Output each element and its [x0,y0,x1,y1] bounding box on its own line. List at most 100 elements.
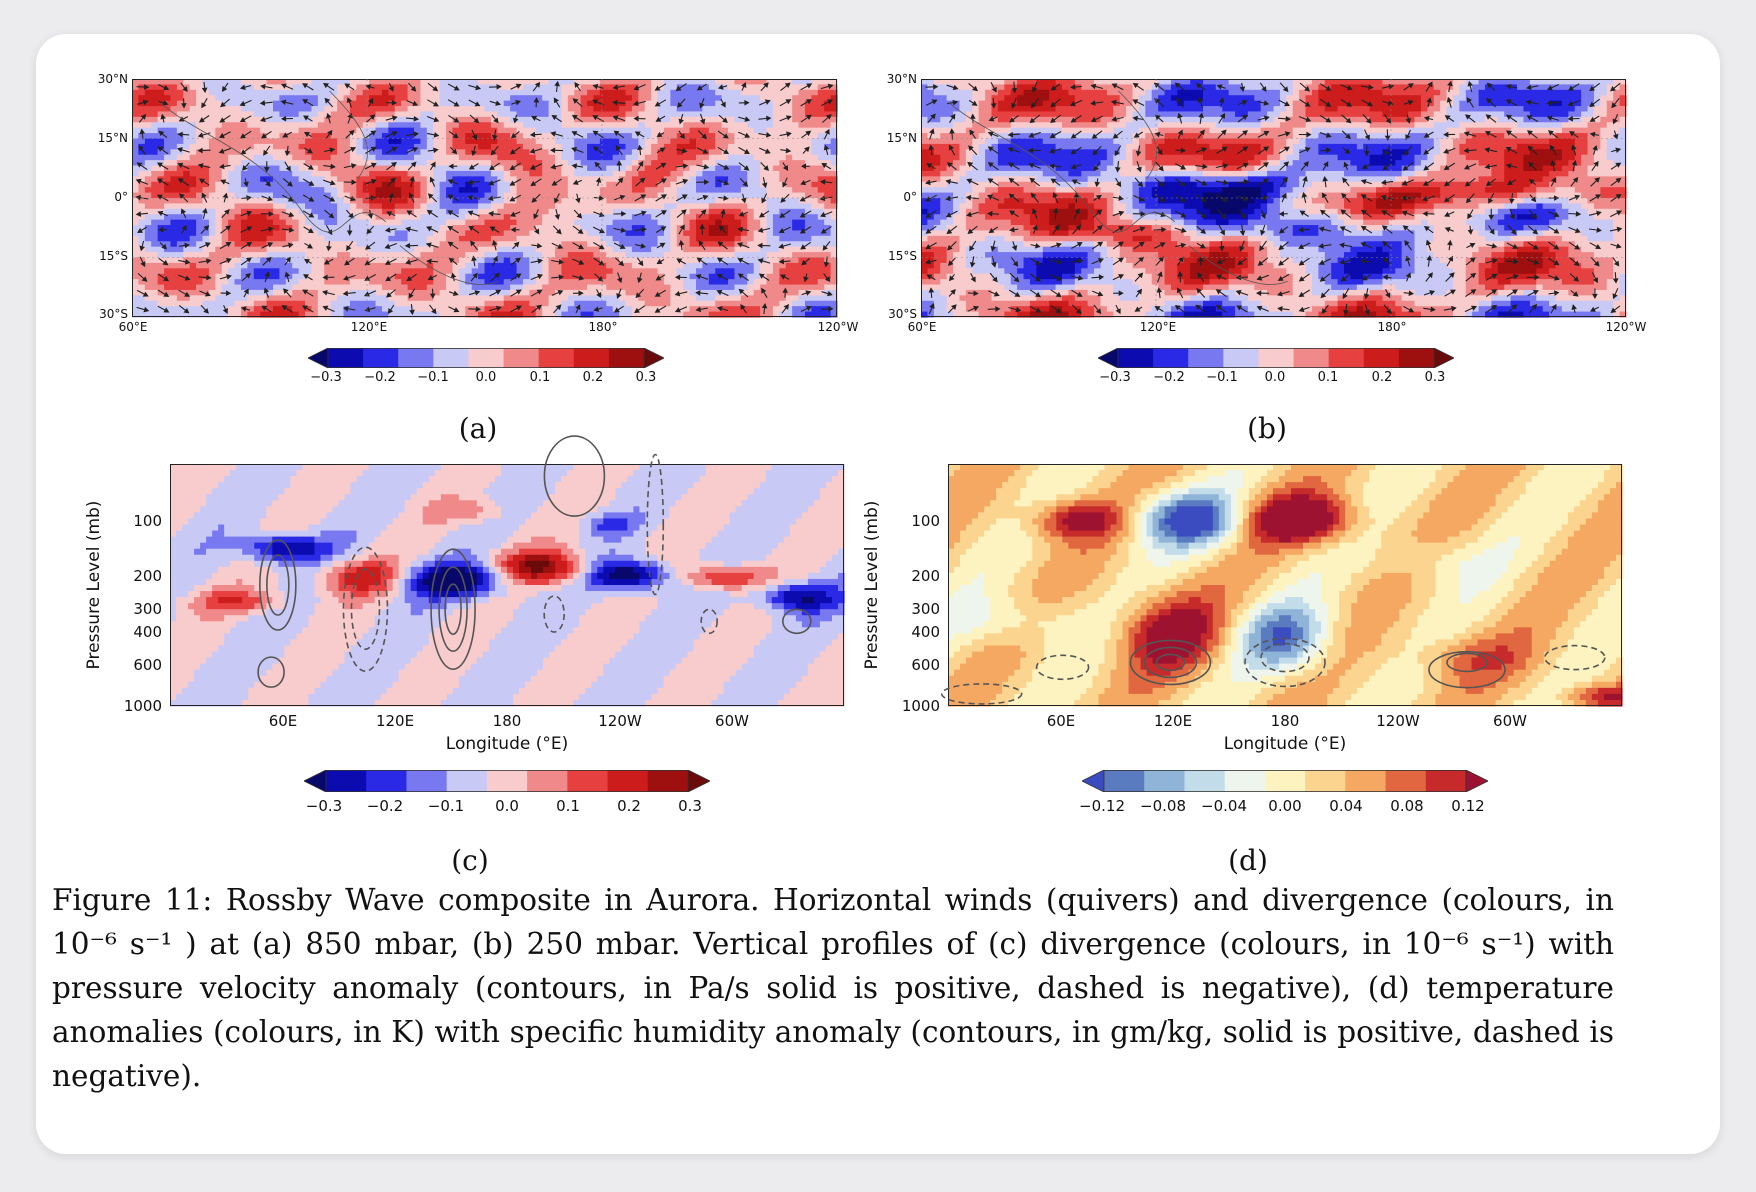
colorbar-bin [328,348,364,368]
y-tick: 600 [133,656,162,674]
y-axis-label: Pressure Level (mb) [84,501,104,670]
colorbar-bin [527,770,568,792]
lat-tick: 15°S [99,249,128,263]
colorbar-frame [325,770,689,792]
colorbar-bin [1104,770,1145,792]
colorbar-extend-max [1465,770,1488,792]
lat-tick: 30°N [98,72,128,86]
colorbar-d [1082,770,1488,792]
colorbar-bin [398,348,434,368]
colorbar-extend-max [687,770,710,792]
colorbar-bin [1258,348,1294,368]
colorbar-extend-max [643,348,664,368]
contours [1129,639,1506,689]
colorbar-tick: −0.1 [1206,370,1238,385]
x-tick: 60E [269,712,298,730]
contours-dashed [342,453,719,672]
colorbar-tick: 0.2 [617,797,641,815]
colorbar-extend-min [308,348,329,368]
y-tick: 200 [911,567,940,585]
field [948,464,1623,707]
colorbar-tick: −0.2 [364,370,396,385]
colorbar-bin [486,770,528,792]
lon-tick: 120°E [1140,320,1177,334]
colorbar-tick: 0.1 [530,370,551,385]
y-axis-label: Pressure Level (mb) [862,501,882,670]
panel-label-b: (b) [1247,412,1287,445]
x-tick: 120E [376,712,414,730]
colorbar-frame [1103,770,1467,792]
colorbar-tick: −0.1 [428,797,464,815]
colorbar-bin [538,348,575,368]
lat-tick: 15°N [887,131,917,145]
x-tick: 120W [1376,712,1419,730]
colorbar-bin [326,770,367,792]
colorbar-bin [1293,348,1330,368]
colorbar-tick: −0.2 [367,797,403,815]
lat-tick: 15°S [888,249,917,263]
colorbar-tick: 0.0 [476,370,497,385]
colorbar-bin [1153,348,1189,368]
x-axis-label: Longitude (°E) [446,734,568,754]
lon-tick: 60°E [908,320,937,334]
wind-quivers [135,80,834,316]
colorbar-tick: 0.08 [1390,797,1423,815]
colorbar-bin [647,770,689,792]
colorbar-bin [567,770,608,792]
colorbar-a [308,348,664,368]
colorbar-tick: 0.00 [1268,797,1301,815]
colorbar-bin [446,770,488,792]
lon-tick: 120°W [1606,320,1647,334]
lat-tick: 30°S [888,307,917,321]
colorbar-bin [1328,348,1365,368]
plot-frame [170,464,844,706]
colorbar-bin [1118,348,1154,368]
colorbar-tick: 0.3 [636,370,657,385]
colorbar-bin [1184,770,1226,792]
x-tick: 60E [1047,712,1076,730]
colorbar-bin [608,348,645,368]
colorbar-bin [1385,770,1427,792]
lon-tick: 120°W [818,320,859,334]
colorbar-tick: −0.3 [310,370,342,385]
colorbar-tick: 0.2 [1372,370,1393,385]
profile-c-plot [170,435,845,707]
panel-label-d: (d) [1228,844,1268,877]
y-tick: 300 [911,600,940,618]
colorbar-tick: 0.12 [1451,797,1484,815]
colorbar-tick: 0.3 [678,797,702,815]
colorbar-tick: 0.1 [556,797,580,815]
colorbar-bin [1264,770,1306,792]
colorbar-bin [406,770,448,792]
colorbar-tick: 0.2 [583,370,604,385]
colorbar-frame [1117,348,1435,368]
lat-tick: 30°S [99,307,128,321]
colorbar-bin [573,348,610,368]
y-tick: 200 [133,567,162,585]
colorbar-bin [1398,348,1435,368]
y-tick: 400 [911,623,940,641]
x-tick: 180 [493,712,522,730]
colorbar-extend-min [1082,770,1105,792]
y-tick: 400 [133,623,162,641]
wind-quivers [924,80,1623,316]
colorbar-bin [1188,348,1224,368]
map-a-plot [132,79,838,318]
lon-tick: 180° [1378,320,1407,334]
colorbar-tick: 0.0 [495,797,519,815]
colorbar-tick: 0.0 [1265,370,1286,385]
colorbar-tick: −0.08 [1140,797,1186,815]
colorbar-bin [366,770,407,792]
y-tick: 300 [133,600,162,618]
y-tick: 1000 [902,697,940,715]
map-b-plot [921,79,1627,318]
lon-tick: 180° [589,320,618,334]
colorbar-bin [1345,770,1386,792]
colorbar-tick: 0.1 [1318,370,1339,385]
colorbar-extend-min [304,770,327,792]
lat-tick: 30°N [887,72,917,86]
lat-tick: 0° [114,190,128,204]
profile-d-plot [940,464,1623,707]
lon-tick: 60°E [119,320,148,334]
field [170,464,845,707]
